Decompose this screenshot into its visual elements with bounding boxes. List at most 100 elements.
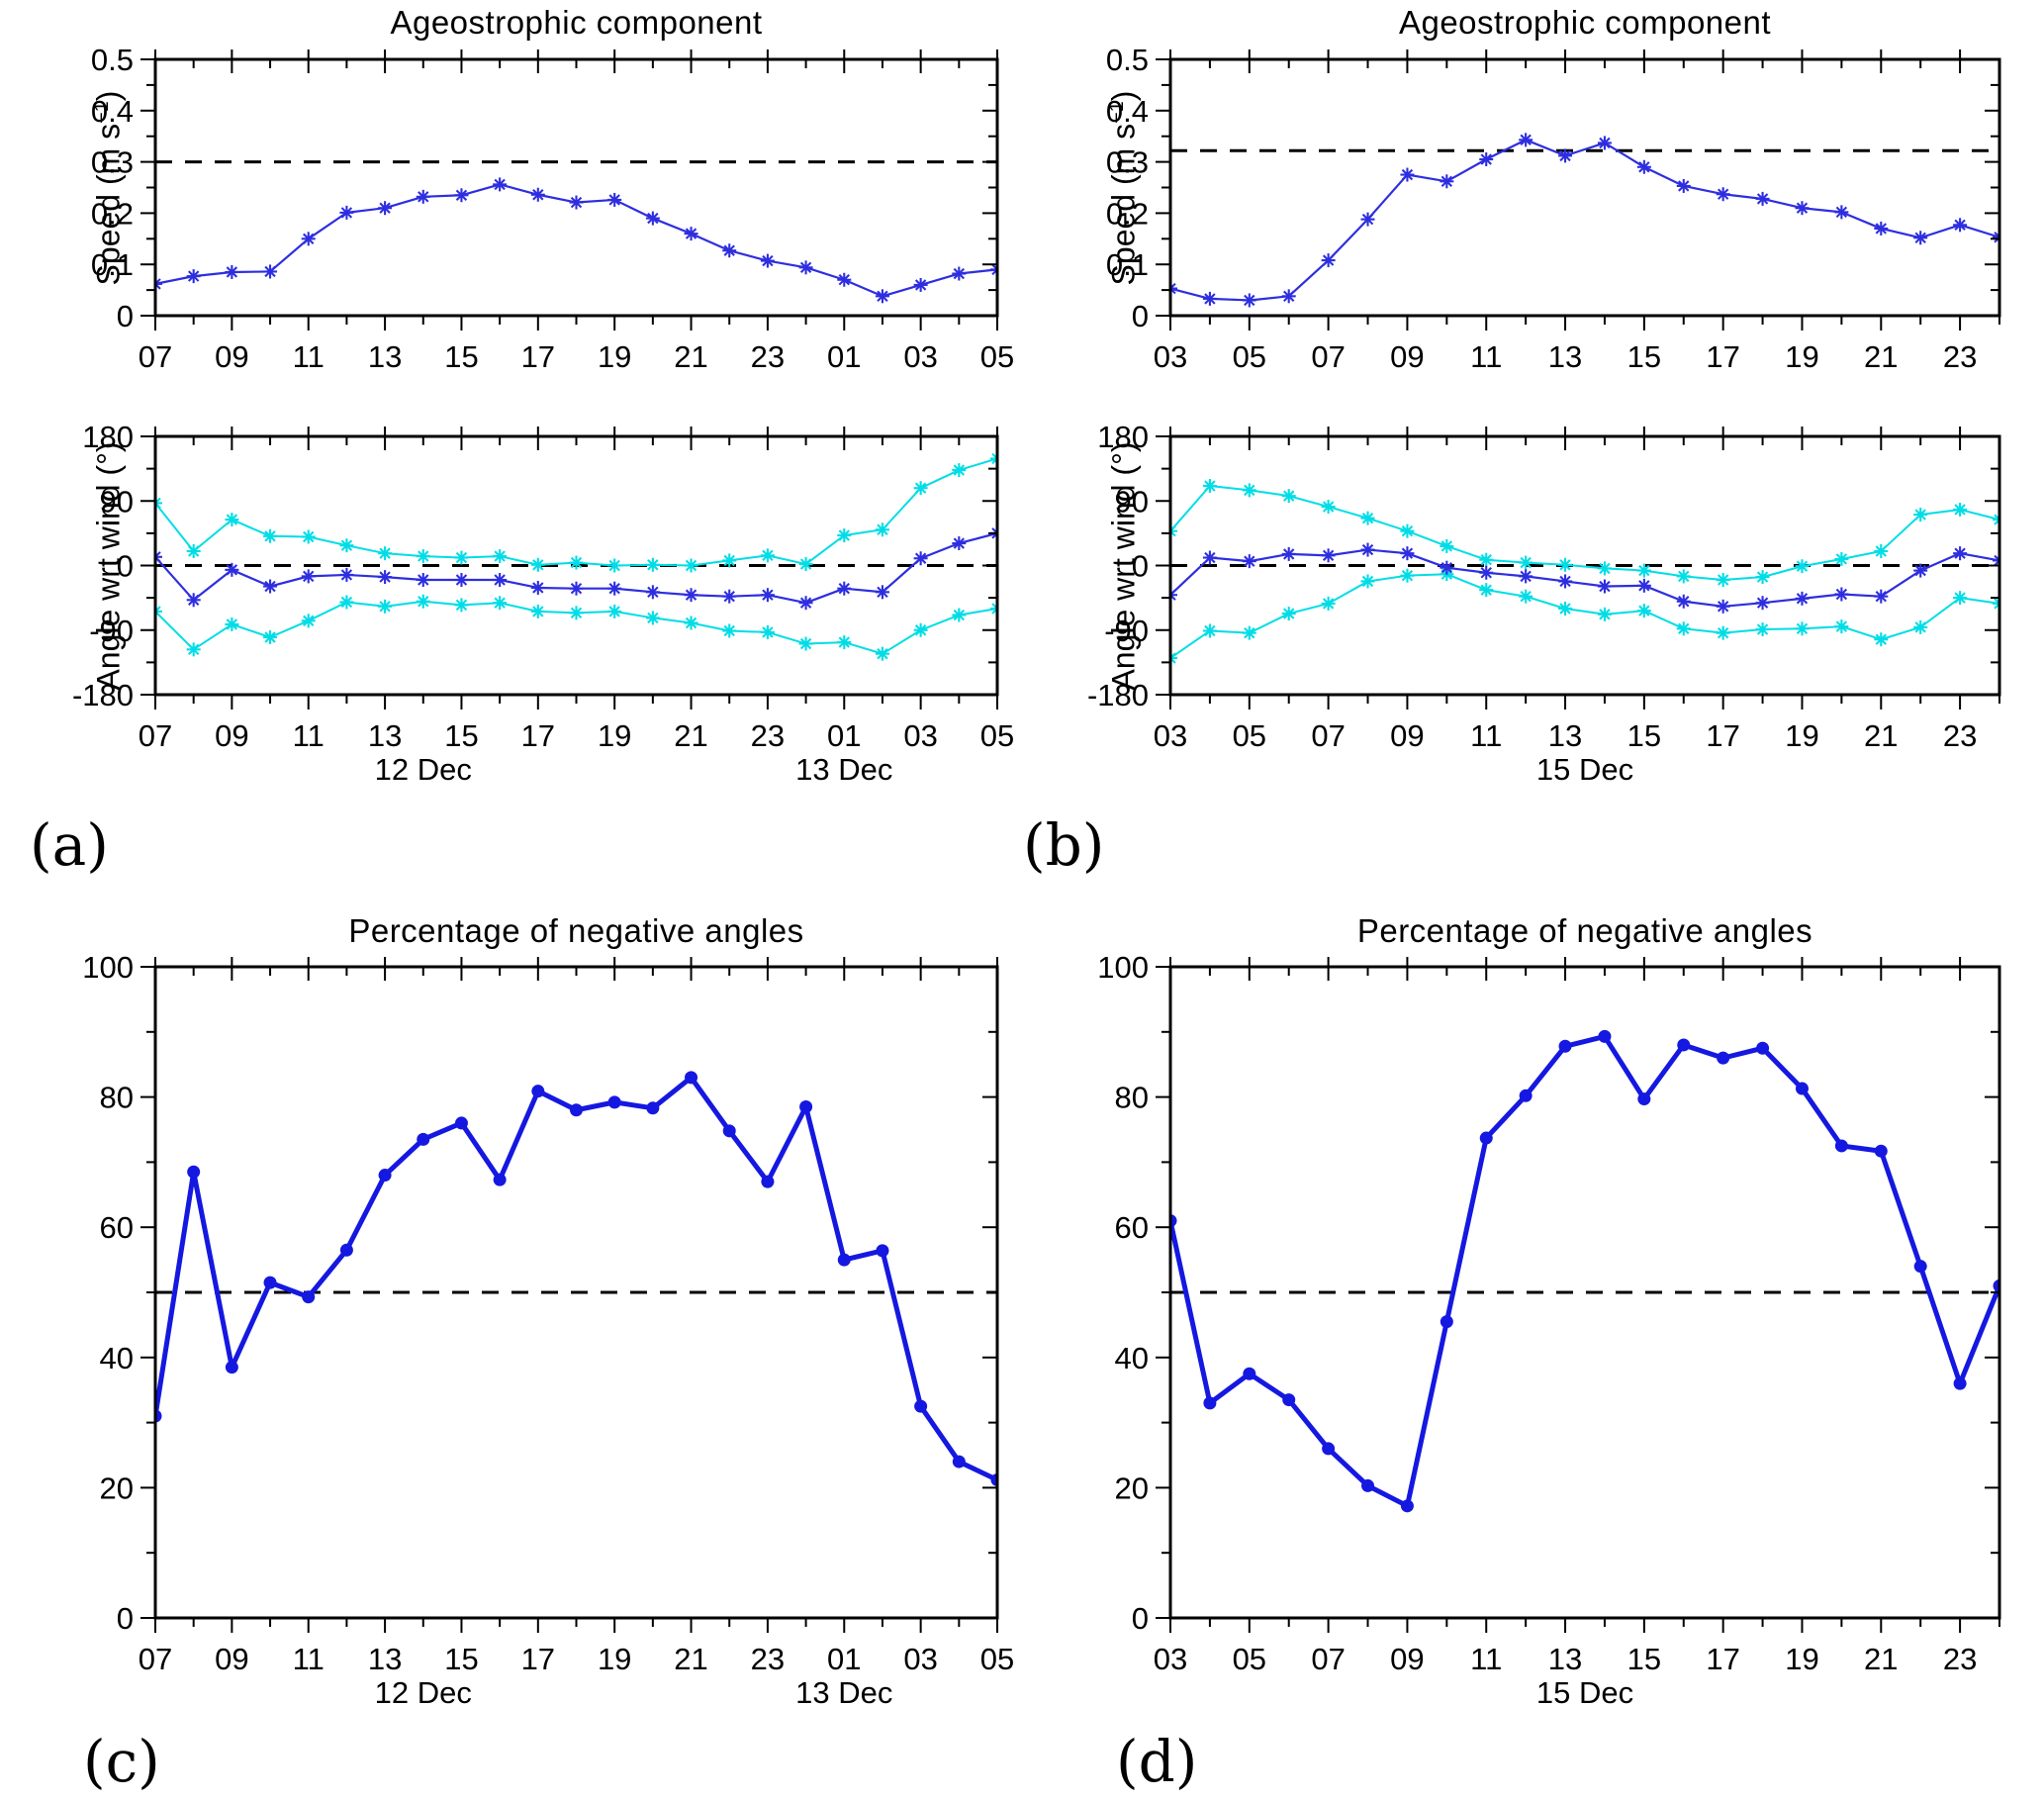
data-point-marker: [1756, 1041, 1770, 1055]
marker-stroke: [1520, 134, 1532, 146]
marker-stroke: [226, 266, 238, 278]
data-point-marker: [1360, 511, 1375, 525]
x-tick-label: 15: [1627, 1642, 1661, 1676]
marker-stroke: [1559, 559, 1571, 571]
y-tick-label: -90: [89, 614, 134, 648]
marker-stroke: [1204, 624, 1216, 637]
data-point-marker: [263, 579, 278, 594]
data-point-marker: [1913, 508, 1928, 522]
data-point-marker: [1479, 152, 1494, 167]
marker-stroke: [877, 586, 888, 599]
marker-stroke: [303, 615, 315, 627]
y-tick-label: 100: [82, 950, 134, 985]
data-point-marker: [1834, 551, 1849, 566]
data-point-marker: [722, 1124, 736, 1138]
marker-stroke: [1717, 188, 1729, 200]
y-tick-label: 0.1: [91, 247, 134, 282]
marker-stroke: [1638, 564, 1650, 577]
data-point-marker: [301, 529, 316, 544]
panel-letter-c: (c): [83, 1728, 160, 1795]
ylabel-text: ): [90, 90, 127, 102]
marker-stroke: [1599, 580, 1611, 593]
marker-stroke: [1875, 223, 1887, 235]
marker-stroke: [877, 290, 888, 303]
marker-stroke: [1401, 525, 1414, 537]
marker-stroke: [1599, 562, 1611, 575]
data-point-marker: [1282, 1393, 1296, 1407]
data-point-marker: [416, 549, 430, 564]
marker-stroke: [532, 559, 544, 571]
series-group: [154, 1071, 998, 1487]
marker-stroke: [1520, 590, 1532, 603]
y-tick-label: 0: [117, 549, 134, 584]
data-point-marker: [1400, 1499, 1414, 1513]
marker-stroke: [303, 530, 315, 543]
x-tick-label: 23: [1943, 718, 1977, 753]
panel-b-angle-ylabel: Angle wrt wind (°): [1106, 441, 1143, 690]
chart-c-pct: 0 20 40 60 80 100 07 09 11 13 15 17 19 21 23 01 03 05 12 D…: [82, 950, 1014, 1710]
data-point-marker: [1913, 563, 1928, 578]
data-point-marker: [302, 1290, 316, 1304]
data-point-marker: [1953, 1376, 1967, 1390]
data-point-marker: [1202, 550, 1217, 565]
data-point-marker: [1795, 621, 1810, 636]
data-point-marker: [569, 195, 584, 210]
marker-stroke: [532, 606, 544, 617]
marker-stroke: [1520, 570, 1532, 583]
panel-a-angle-ylabel: Angle wrt wind (°): [91, 441, 128, 690]
y-tick-label: 90: [1115, 484, 1149, 519]
x-tick-label: 03: [1154, 718, 1187, 753]
x-tick-label: 21: [674, 718, 707, 753]
y-tick-label: -180: [72, 678, 134, 712]
data-point-marker: [913, 622, 928, 637]
marker-stroke: [647, 586, 659, 599]
marker-stroke: [647, 212, 659, 225]
series-group: [1169, 1029, 2000, 1513]
marker-stroke: [187, 594, 200, 606]
data-point-marker: [454, 550, 469, 565]
marker-stroke: [1638, 580, 1650, 592]
marker-stroke: [799, 558, 812, 570]
panel-letter-b: (b): [1023, 811, 1105, 879]
data-point-marker: [1400, 523, 1415, 538]
x-tick-label: 23: [751, 718, 785, 753]
marker-stroke: [1678, 180, 1690, 192]
marker-stroke: [762, 549, 774, 562]
x-day-label: 13 Dec: [795, 752, 892, 787]
data-point-marker: [1203, 1396, 1217, 1410]
chart-b-angle: -180 -90 0 90 180 03 05 07 09 11 13 15 17 19 21 23 15 De…: [1087, 420, 2001, 787]
y-tick-label: 0: [117, 299, 134, 333]
marker-stroke: [608, 583, 620, 595]
series-line-percent-negative-angles: [1169, 1033, 2000, 1509]
marker-stroke: [264, 530, 276, 542]
data-point-marker: [1202, 291, 1217, 306]
marker-stroke: [1361, 543, 1374, 556]
data-point-marker: [1636, 159, 1651, 174]
marker-stroke: [1717, 601, 1729, 613]
marker-stroke: [1361, 512, 1374, 524]
data-point-marker: [301, 614, 316, 628]
data-point-marker: [378, 599, 393, 614]
x-tick-label: 07: [1311, 718, 1345, 753]
marker-stroke: [1283, 548, 1295, 560]
marker-stroke: [953, 537, 966, 549]
data-point-marker: [607, 558, 622, 573]
panel-a-speed-ylabel: Speed (m s−1): [91, 91, 128, 286]
x-tick-label: 13: [1548, 339, 1582, 374]
data-point-marker: [186, 544, 201, 558]
axis-frame: [153, 57, 999, 318]
series-line-angle-median: [1169, 548, 2000, 608]
marker-stroke: [303, 233, 315, 244]
chart-a-angle: -180 -90 0 90 180 07 09 11 13 15 17 19 21 23 01 03 05 12 …: [72, 420, 1014, 787]
marker-stroke: [1638, 605, 1650, 616]
data-point-marker: [760, 253, 775, 268]
x-tick-label: 15: [444, 1642, 478, 1676]
marker-stroke: [1756, 571, 1769, 583]
data-point-marker: [1834, 619, 1849, 634]
marker-stroke: [1204, 480, 1216, 492]
data-point-marker: [1242, 483, 1256, 498]
x-tick-label: 11: [1470, 718, 1502, 753]
data-point-marker: [760, 548, 775, 563]
x-tick-label: 09: [215, 1642, 248, 1676]
marker-stroke: [1244, 555, 1255, 567]
